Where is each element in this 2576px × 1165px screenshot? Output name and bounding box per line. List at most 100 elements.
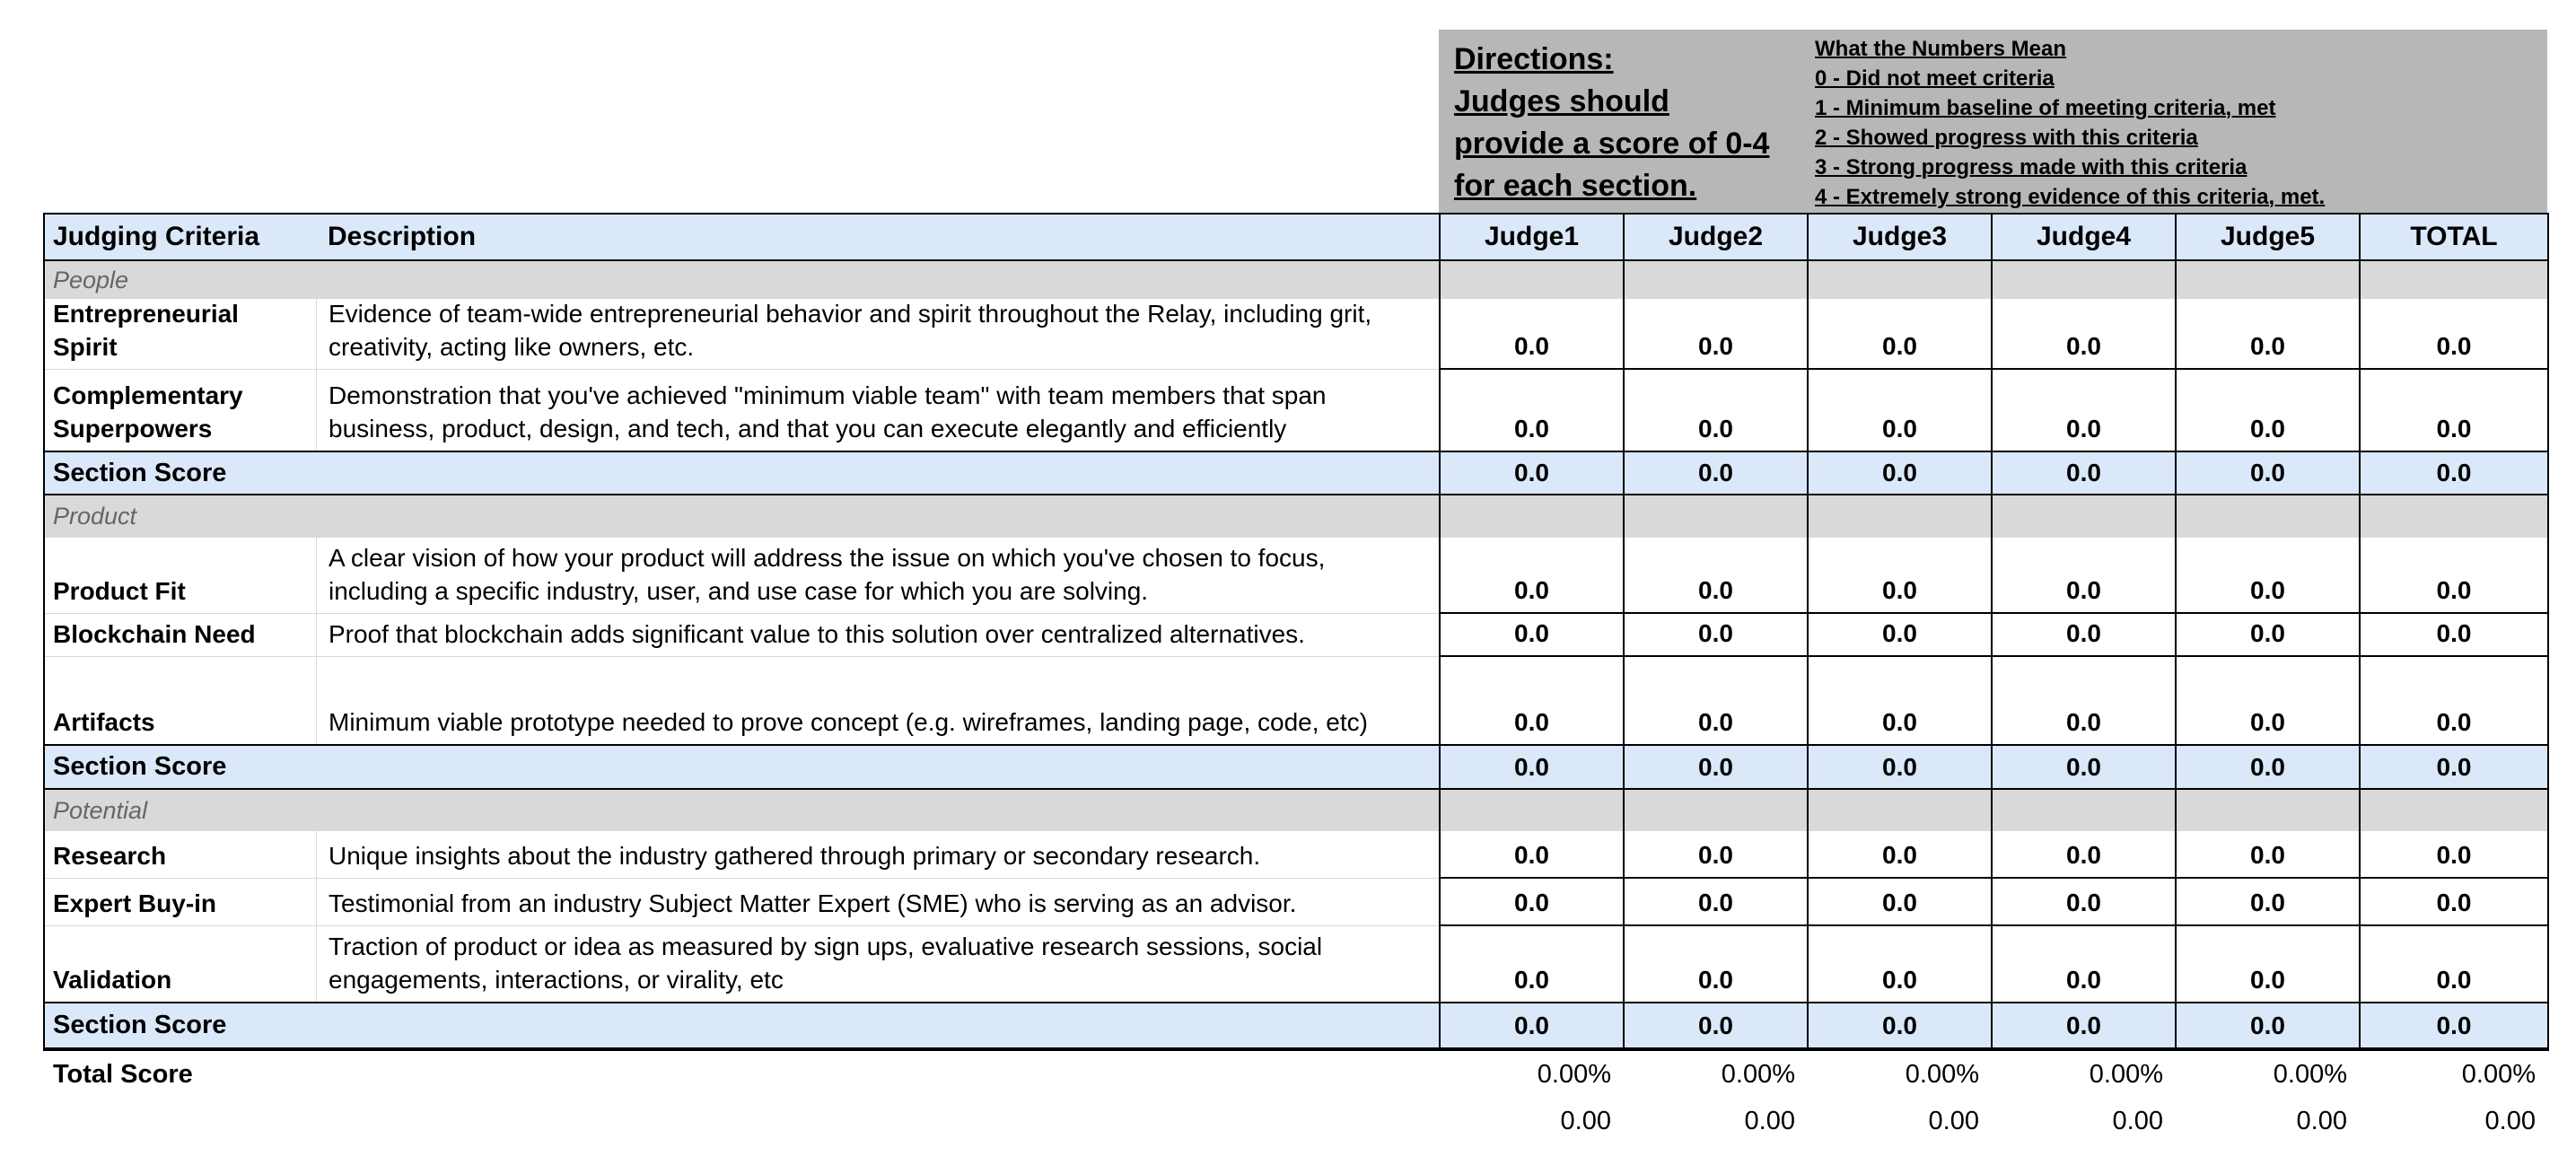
score-cell[interactable]: 0.0: [1991, 538, 2175, 614]
score-cell[interactable]: 0.0: [1439, 926, 1623, 1002]
criteria-cell: Validation: [53, 966, 172, 994]
score-cell[interactable]: 0.0: [1439, 831, 1623, 879]
description-cell: Traction of product or idea as measured …: [316, 926, 1439, 1002]
section-score-cell[interactable]: 0.0: [1439, 1003, 1623, 1047]
section-score-cell[interactable]: 0.0: [1991, 746, 2175, 788]
total-cell[interactable]: 0.0: [2359, 657, 2547, 744]
section-score-cell[interactable]: 0.0: [2175, 746, 2359, 788]
section-score-cell[interactable]: 0.0: [1439, 746, 1623, 788]
score-cell[interactable]: 0.0: [1623, 831, 1807, 879]
section-score-cell[interactable]: 0.0: [1807, 746, 1991, 788]
score-cell[interactable]: 0.0: [1991, 926, 2175, 1002]
score-cell[interactable]: 0.0: [1439, 614, 1623, 657]
total-cell[interactable]: 0.0: [2359, 831, 2547, 879]
score-cell[interactable]: 0.0: [1991, 657, 2175, 744]
score-cell[interactable]: 0.0: [1991, 831, 2175, 879]
score-cell[interactable]: 0.0: [1623, 879, 1807, 926]
empty-cell[interactable]: [1991, 495, 2175, 538]
total-cell[interactable]: 0.0: [2359, 879, 2547, 926]
total-points-cell[interactable]: 0.00: [2112, 1106, 2163, 1135]
score-cell[interactable]: 0.0: [1623, 538, 1807, 614]
score-cell[interactable]: 0.0: [2175, 614, 2359, 657]
empty-cell[interactable]: [2175, 261, 2359, 299]
total-points-cell[interactable]: 0.00: [2296, 1106, 2347, 1135]
section-score-cell[interactable]: 0.0: [2359, 452, 2547, 494]
score-cell[interactable]: 0.0: [2175, 879, 2359, 926]
section-score-cell[interactable]: 0.0: [1991, 1003, 2175, 1047]
empty-cell[interactable]: [2359, 790, 2547, 831]
score-cell[interactable]: 0.0: [1807, 614, 1991, 657]
section-score-cell[interactable]: 0.0: [1991, 452, 2175, 494]
total-percent-cell[interactable]: 0.00%: [2461, 1059, 2536, 1089]
score-cell[interactable]: 0.0: [1991, 879, 2175, 926]
total-points-cell[interactable]: 0.00: [1560, 1106, 1611, 1135]
section-score-cell[interactable]: 0.0: [1623, 1003, 1807, 1047]
score-cell[interactable]: 0.0: [1439, 879, 1623, 926]
score-cell[interactable]: 0.0: [1623, 299, 1807, 370]
empty-cell[interactable]: [1991, 261, 2175, 299]
score-cell[interactable]: 0.0: [2175, 538, 2359, 614]
score-cell[interactable]: 0.0: [1439, 370, 1623, 451]
directions-line: Judges should: [1454, 84, 1669, 118]
total-percent-cell[interactable]: 0.00%: [1537, 1059, 1611, 1089]
empty-cell[interactable]: [1623, 261, 1807, 299]
score-cell[interactable]: 0.0: [1807, 538, 1991, 614]
score-cell[interactable]: 0.0: [1623, 370, 1807, 451]
score-cell[interactable]: 0.0: [1807, 299, 1991, 370]
score-cell[interactable]: 0.0: [1623, 614, 1807, 657]
total-points-cell[interactable]: 0.00: [1928, 1106, 1979, 1135]
score-cell[interactable]: 0.0: [1439, 657, 1623, 744]
section-score-cell[interactable]: 0.0: [1807, 1003, 1991, 1047]
score-cell[interactable]: 0.0: [1439, 538, 1623, 614]
score-cell[interactable]: 0.0: [1807, 831, 1991, 879]
score-cell[interactable]: 0.0: [2175, 370, 2359, 451]
score-cell[interactable]: 0.0: [1439, 299, 1623, 370]
section-score-cell[interactable]: 0.0: [1623, 746, 1807, 788]
total-percent-cell[interactable]: 0.00%: [1721, 1059, 1795, 1089]
score-cell[interactable]: 0.0: [2175, 657, 2359, 744]
total-points-cell[interactable]: 0.00: [1744, 1106, 1795, 1135]
total-cell[interactable]: 0.0: [2359, 926, 2547, 1002]
score-cell[interactable]: 0.0: [1623, 657, 1807, 744]
section-score-cell[interactable]: 0.0: [2175, 1003, 2359, 1047]
score-cell[interactable]: 0.0: [1623, 926, 1807, 1002]
score-cell[interactable]: 0.0: [2175, 926, 2359, 1002]
total-percent-cell[interactable]: 0.00%: [2089, 1059, 2163, 1089]
empty-cell[interactable]: [1991, 790, 2175, 831]
section-score-cell[interactable]: 0.0: [2175, 452, 2359, 494]
empty-cell[interactable]: [1439, 790, 1623, 831]
total-cell[interactable]: 0.0: [2359, 370, 2547, 451]
total-percent-cell[interactable]: 0.00%: [1905, 1059, 1979, 1089]
score-cell[interactable]: 0.0: [1807, 657, 1991, 744]
score-cell[interactable]: 0.0: [2175, 299, 2359, 370]
section-score-cell[interactable]: 0.0: [1439, 452, 1623, 494]
empty-cell[interactable]: [1623, 790, 1807, 831]
empty-cell[interactable]: [2175, 790, 2359, 831]
empty-cell[interactable]: [2359, 495, 2547, 538]
score-cell[interactable]: 0.0: [1807, 926, 1991, 1002]
total-cell[interactable]: 0.0: [2359, 299, 2547, 370]
score-cell[interactable]: 0.0: [1991, 299, 2175, 370]
score-cell[interactable]: 0.0: [1991, 614, 2175, 657]
empty-cell[interactable]: [2359, 261, 2547, 299]
section-score-cell[interactable]: 0.0: [2359, 1003, 2547, 1047]
score-cell[interactable]: 0.0: [1991, 370, 2175, 451]
empty-cell[interactable]: [1807, 261, 1991, 299]
section-score-cell[interactable]: 0.0: [1807, 452, 1991, 494]
score-cell[interactable]: 0.0: [1807, 370, 1991, 451]
description-cell: Minimum viable prototype needed to prove…: [316, 657, 1439, 744]
empty-cell[interactable]: [1439, 495, 1623, 538]
empty-cell[interactable]: [1439, 261, 1623, 299]
score-cell[interactable]: 0.0: [1807, 879, 1991, 926]
total-points-cell[interactable]: 0.00: [2484, 1106, 2536, 1135]
section-score-cell[interactable]: 0.0: [1623, 452, 1807, 494]
total-cell[interactable]: 0.0: [2359, 538, 2547, 614]
score-cell[interactable]: 0.0: [2175, 831, 2359, 879]
total-percent-cell[interactable]: 0.00%: [2273, 1059, 2347, 1089]
empty-cell[interactable]: [2175, 495, 2359, 538]
empty-cell[interactable]: [1807, 790, 1991, 831]
empty-cell[interactable]: [1623, 495, 1807, 538]
empty-cell[interactable]: [1807, 495, 1991, 538]
total-cell[interactable]: 0.0: [2359, 614, 2547, 657]
section-score-cell[interactable]: 0.0: [2359, 746, 2547, 788]
